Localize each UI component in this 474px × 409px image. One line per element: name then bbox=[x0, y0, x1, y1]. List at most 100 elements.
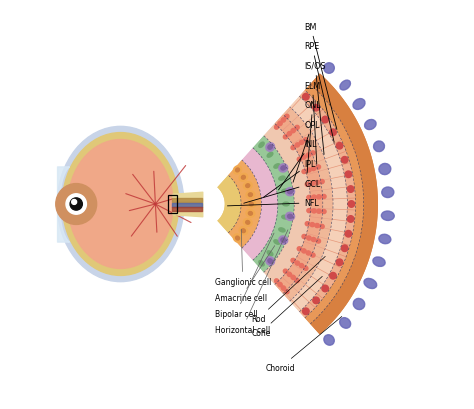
Ellipse shape bbox=[241, 229, 246, 233]
Polygon shape bbox=[217, 176, 241, 233]
Polygon shape bbox=[228, 161, 262, 248]
Ellipse shape bbox=[382, 188, 394, 198]
Ellipse shape bbox=[268, 259, 273, 263]
Text: ONL: ONL bbox=[304, 101, 321, 174]
Circle shape bbox=[336, 259, 343, 266]
Ellipse shape bbox=[303, 267, 308, 271]
Ellipse shape bbox=[287, 272, 292, 277]
Ellipse shape bbox=[300, 264, 304, 268]
Ellipse shape bbox=[295, 279, 299, 283]
Text: Choroid: Choroid bbox=[265, 317, 342, 372]
Ellipse shape bbox=[316, 239, 320, 243]
Ellipse shape bbox=[302, 249, 306, 253]
Circle shape bbox=[330, 273, 336, 279]
Circle shape bbox=[336, 143, 343, 150]
Polygon shape bbox=[290, 97, 347, 204]
Ellipse shape bbox=[286, 188, 294, 196]
Ellipse shape bbox=[243, 182, 252, 190]
Circle shape bbox=[345, 231, 352, 237]
Ellipse shape bbox=[288, 215, 292, 219]
Ellipse shape bbox=[324, 64, 334, 74]
Ellipse shape bbox=[353, 99, 365, 110]
Ellipse shape bbox=[248, 193, 253, 197]
Text: Amacrine cell: Amacrine cell bbox=[215, 246, 275, 303]
Ellipse shape bbox=[306, 251, 310, 255]
Ellipse shape bbox=[302, 235, 307, 239]
Ellipse shape bbox=[379, 235, 391, 244]
Ellipse shape bbox=[303, 138, 308, 142]
Polygon shape bbox=[253, 204, 294, 273]
Circle shape bbox=[313, 297, 319, 304]
Ellipse shape bbox=[248, 212, 253, 216]
Ellipse shape bbox=[57, 127, 184, 282]
Ellipse shape bbox=[283, 270, 288, 274]
Ellipse shape bbox=[295, 144, 300, 148]
Polygon shape bbox=[275, 115, 323, 294]
Ellipse shape bbox=[243, 219, 252, 227]
Polygon shape bbox=[228, 204, 262, 248]
Polygon shape bbox=[299, 91, 356, 204]
Polygon shape bbox=[228, 161, 262, 204]
Ellipse shape bbox=[281, 238, 286, 243]
Ellipse shape bbox=[315, 224, 319, 228]
Ellipse shape bbox=[307, 209, 311, 213]
Ellipse shape bbox=[291, 259, 295, 263]
Ellipse shape bbox=[286, 213, 294, 221]
Ellipse shape bbox=[278, 122, 282, 126]
Polygon shape bbox=[275, 204, 323, 294]
Ellipse shape bbox=[302, 170, 307, 174]
Ellipse shape bbox=[307, 236, 311, 240]
Ellipse shape bbox=[340, 81, 350, 91]
Ellipse shape bbox=[267, 251, 273, 256]
Circle shape bbox=[341, 157, 348, 164]
Polygon shape bbox=[290, 204, 347, 312]
Ellipse shape bbox=[267, 153, 273, 158]
Text: IS/OS: IS/OS bbox=[304, 62, 326, 155]
Polygon shape bbox=[217, 204, 241, 233]
Ellipse shape bbox=[233, 234, 242, 243]
Polygon shape bbox=[283, 108, 333, 204]
Circle shape bbox=[347, 216, 354, 222]
Ellipse shape bbox=[307, 196, 311, 200]
Ellipse shape bbox=[239, 227, 248, 235]
Ellipse shape bbox=[274, 164, 280, 169]
Ellipse shape bbox=[317, 195, 321, 199]
Ellipse shape bbox=[268, 146, 273, 150]
Text: Ganglionic cell: Ganglionic cell bbox=[215, 230, 271, 286]
Polygon shape bbox=[299, 204, 356, 318]
Ellipse shape bbox=[340, 318, 351, 328]
Polygon shape bbox=[264, 204, 310, 285]
Ellipse shape bbox=[246, 210, 255, 218]
Ellipse shape bbox=[291, 129, 295, 133]
Polygon shape bbox=[283, 108, 333, 301]
Ellipse shape bbox=[259, 261, 264, 266]
Polygon shape bbox=[310, 74, 378, 204]
Ellipse shape bbox=[274, 279, 279, 283]
Polygon shape bbox=[299, 91, 356, 318]
Ellipse shape bbox=[319, 180, 324, 184]
Ellipse shape bbox=[259, 143, 264, 148]
Ellipse shape bbox=[321, 195, 326, 199]
Circle shape bbox=[302, 308, 309, 315]
Polygon shape bbox=[264, 124, 310, 285]
Ellipse shape bbox=[291, 276, 295, 280]
Polygon shape bbox=[283, 204, 333, 301]
Ellipse shape bbox=[247, 201, 256, 208]
Ellipse shape bbox=[295, 126, 299, 130]
Circle shape bbox=[72, 200, 77, 205]
Ellipse shape bbox=[312, 209, 316, 213]
Ellipse shape bbox=[279, 177, 285, 181]
Circle shape bbox=[66, 194, 86, 215]
Ellipse shape bbox=[278, 283, 282, 287]
Ellipse shape bbox=[305, 183, 310, 187]
Ellipse shape bbox=[307, 169, 311, 173]
Text: BM: BM bbox=[304, 22, 337, 130]
Ellipse shape bbox=[285, 115, 289, 119]
Text: ELM: ELM bbox=[304, 81, 321, 164]
Ellipse shape bbox=[300, 141, 304, 145]
Ellipse shape bbox=[382, 211, 394, 221]
Ellipse shape bbox=[311, 167, 316, 171]
Ellipse shape bbox=[246, 221, 250, 225]
Polygon shape bbox=[310, 74, 378, 335]
Ellipse shape bbox=[316, 166, 320, 170]
